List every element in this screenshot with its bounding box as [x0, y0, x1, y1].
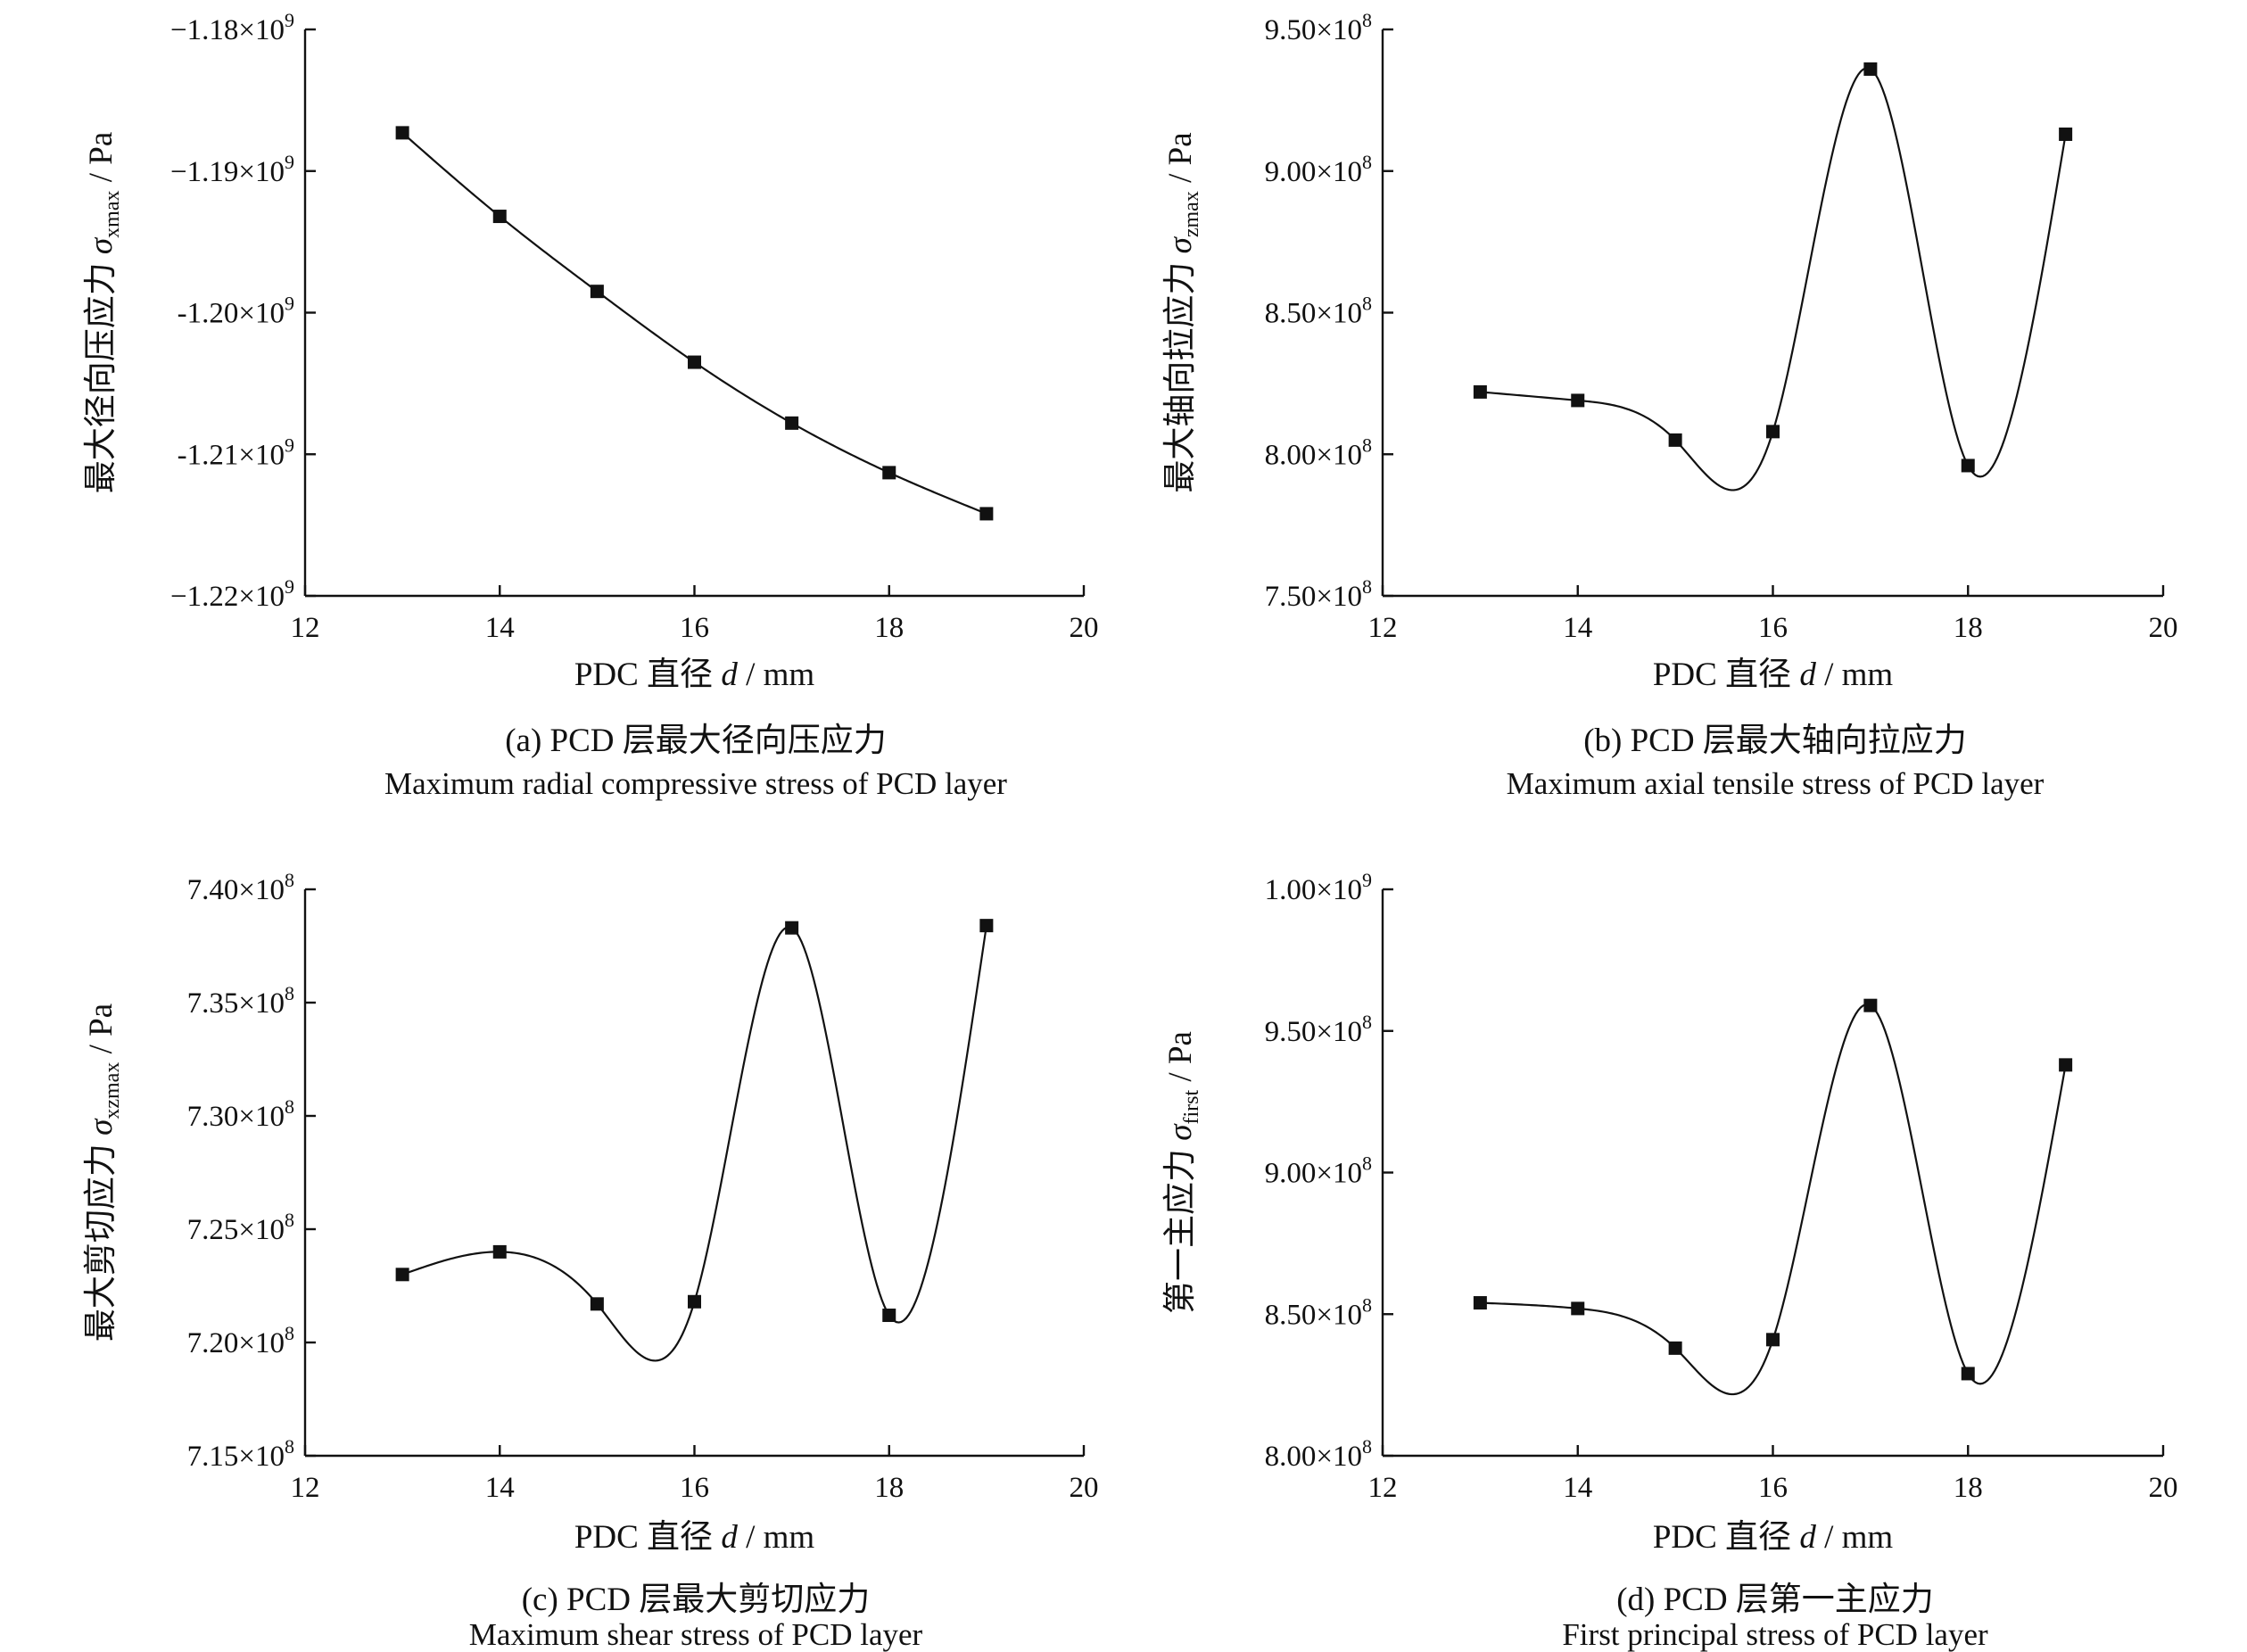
y-tick-label: −1.22×109 — [170, 575, 294, 613]
data-point — [785, 921, 799, 935]
chart-panel-c: 7.40×108 7.35×108 7.30×108 7.25×108 7.20×108… — [82, 869, 1099, 1652]
data-point — [1863, 998, 1878, 1012]
y-tick-label: 7.40×108 — [187, 869, 294, 906]
x-axis-label: PDC 直径 d / mm — [574, 657, 815, 693]
y-tick-label: 8.50×108 — [1265, 293, 1372, 330]
data-point — [1668, 433, 1682, 447]
data-point — [2059, 127, 2073, 141]
data-point — [590, 285, 604, 299]
x-tick-label: 14 — [485, 612, 515, 644]
data-point — [395, 126, 409, 140]
y-axis-label: 最大剪切应力 σxzmax / Pa — [82, 1004, 124, 1342]
y-tick-label: 7.15×108 — [187, 1435, 294, 1473]
x-tick-label: 20 — [1070, 612, 1099, 644]
panel-caption: (d) PCD 层第一主应力 — [1616, 1581, 1934, 1618]
x-tick-label: 12 — [1368, 1472, 1398, 1504]
y-axis-label: 最大径向压应力 σxmax / Pa — [82, 132, 124, 494]
x-axis-label: PDC 直径 d / mm — [1653, 1519, 1894, 1556]
x-tick-label: 20 — [2149, 612, 2178, 644]
data-point — [688, 1294, 701, 1309]
data-point — [1961, 458, 1975, 473]
y-tick-label: -1.21×109 — [178, 434, 294, 471]
data-point — [395, 1268, 409, 1282]
x-tick-label: 18 — [1954, 1472, 1983, 1504]
x-tick-label: 12 — [1368, 612, 1398, 644]
x-tick-label: 18 — [874, 1472, 904, 1504]
y-tick-label: 9.00×108 — [1265, 1152, 1372, 1190]
data-point — [1863, 62, 1878, 76]
x-tick-label: 16 — [1758, 1472, 1788, 1504]
data-point — [492, 210, 507, 224]
y-tick-label: 7.35×108 — [187, 982, 294, 1020]
x-tick-label: 12 — [291, 612, 320, 644]
x-tick-label: 14 — [1563, 1472, 1592, 1504]
data-point — [590, 1297, 604, 1311]
panel-caption-english: First principal stress of PCD layer — [1562, 1617, 1988, 1652]
data-point — [979, 507, 994, 521]
panel-caption-english: Maximum radial compressive stress of PCD… — [384, 766, 1007, 801]
data-point — [1571, 393, 1585, 408]
y-tick-label: −1.18×109 — [170, 9, 294, 46]
x-tick-label: 16 — [680, 1472, 709, 1504]
data-point — [2059, 1058, 2073, 1072]
panel-caption-english: Maximum axial tensile stress of PCD laye… — [1507, 766, 2045, 801]
y-tick-label: 8.00×108 — [1265, 434, 1372, 471]
y-tick-label: 7.30×108 — [187, 1095, 294, 1133]
chart-panel-a: −1.18×109 −1.19×109 -1.20×109 -1.21×109 −1.2… — [82, 9, 1099, 801]
y-tick-label: 7.20×108 — [187, 1322, 294, 1359]
y-tick-label: 7.25×108 — [187, 1209, 294, 1246]
y-axis-label: 第一主应力 σfirst / Pa — [1161, 1031, 1203, 1314]
x-tick-label: 16 — [680, 612, 709, 644]
y-tick-label: 7.50×108 — [1265, 575, 1372, 613]
data-point — [1668, 1341, 1682, 1355]
x-tick-label: 18 — [874, 612, 904, 644]
data-point — [1961, 1367, 1975, 1381]
data-point — [882, 1309, 896, 1323]
chart-panel-d: 1.00×109 9.50×108 9.00×108 8.50×108 8.00×108… — [1161, 869, 2178, 1652]
y-tick-label: −1.19×109 — [170, 151, 294, 188]
y-tick-label: -1.20×109 — [178, 293, 294, 330]
data-point — [1766, 1333, 1780, 1347]
data-point — [882, 466, 896, 480]
chart-panel-b: 9.50×108 9.00×108 8.50×108 8.00×108 7.50×108… — [1161, 9, 2178, 801]
data-point — [688, 355, 701, 369]
y-axis-label: 最大轴向拉应力 σzmax / Pa — [1161, 132, 1203, 492]
y-tick-label: 8.50×108 — [1265, 1293, 1372, 1331]
panel-caption: (c) PCD 层最大剪切应力 — [522, 1581, 871, 1618]
panel-caption: (b) PCD 层最大轴向拉应力 — [1583, 722, 1967, 759]
data-point — [785, 416, 799, 430]
x-tick-label: 12 — [291, 1472, 320, 1504]
y-tick-label: 1.00×109 — [1265, 869, 1372, 906]
x-tick-label: 20 — [2149, 1472, 2178, 1504]
y-tick-label: 9.00×108 — [1265, 151, 1372, 188]
x-tick-label: 14 — [485, 1472, 515, 1504]
x-tick-label: 16 — [1758, 612, 1788, 644]
y-tick-label: 9.50×108 — [1265, 9, 1372, 46]
series-line — [401, 132, 987, 515]
data-point — [1766, 425, 1780, 439]
data-point — [1473, 1296, 1487, 1310]
y-tick-label: 9.50×108 — [1265, 1011, 1372, 1048]
x-tick-label: 14 — [1563, 612, 1592, 644]
y-tick-label: 8.00×108 — [1265, 1435, 1372, 1473]
data-point — [979, 919, 994, 933]
data-point — [492, 1244, 507, 1259]
panel-caption: (a) PCD 层最大径向压应力 — [505, 722, 887, 759]
data-point — [1571, 1301, 1585, 1316]
x-axis-label: PDC 直径 d / mm — [1653, 657, 1894, 693]
x-tick-label: 20 — [1070, 1472, 1099, 1504]
panel-caption-english: Maximum shear stress of PCD layer — [469, 1617, 923, 1652]
x-axis-label: PDC 直径 d / mm — [574, 1519, 815, 1556]
x-tick-label: 18 — [1954, 612, 1983, 644]
data-point — [1473, 384, 1487, 399]
